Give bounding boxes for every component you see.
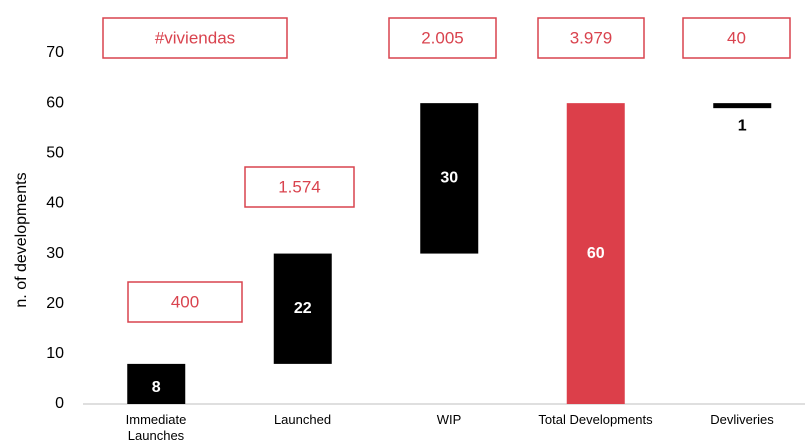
bar (566, 103, 625, 405)
data-label: 60 (587, 245, 605, 262)
y-tick-label: 50 (46, 145, 64, 162)
data-label: 8 (152, 379, 161, 396)
x-tick-label: WIP (436, 412, 462, 427)
annotation: 3.979 (570, 28, 613, 47)
annotation: 400 (171, 292, 199, 311)
y-tick-label: 70 (46, 44, 64, 61)
annotation-box (682, 17, 791, 59)
y-tick-label: 30 (46, 245, 64, 262)
bar (713, 103, 772, 109)
annotation: #viviendas (155, 28, 235, 47)
x-tick-label: Total Developments (538, 412, 653, 427)
bar (273, 253, 332, 364)
y-axis-label: n. of developments (13, 172, 30, 307)
y-tick-label: 60 (46, 94, 64, 111)
y-tick-label: 0 (55, 395, 64, 412)
y-tick-label: 40 (46, 195, 64, 212)
y-tick-label: 20 (46, 295, 64, 312)
x-tick-label: Immediate Launches (125, 412, 187, 443)
data-label: 22 (294, 300, 312, 317)
annotation-box (388, 17, 497, 59)
data-label: 1 (738, 117, 747, 134)
bar (127, 363, 186, 404)
annotation: 2.005 (421, 28, 464, 47)
annotation-box (102, 17, 288, 59)
y-tick-label: 10 (46, 345, 64, 362)
data-label: 30 (440, 170, 458, 187)
x-tick-label: Launched (273, 412, 332, 427)
annotation-box (127, 281, 243, 323)
annotation: 40 (727, 28, 746, 47)
annotation: 1.574 (278, 177, 321, 196)
annotation-box (537, 17, 645, 59)
annotation-box (244, 166, 355, 208)
x-tick-label: Devliveries (710, 412, 774, 427)
bar (420, 103, 479, 254)
